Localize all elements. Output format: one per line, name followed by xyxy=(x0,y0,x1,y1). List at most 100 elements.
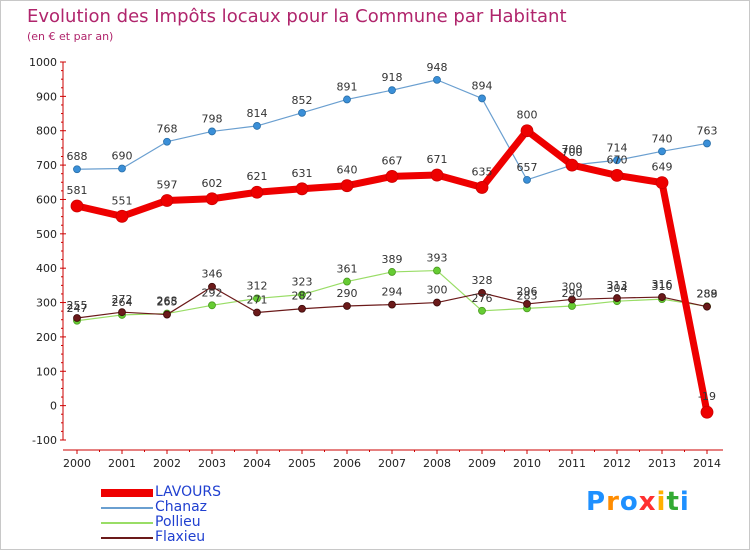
data-point-chanaz xyxy=(343,95,351,104)
data-point-flaxieu xyxy=(658,293,666,301)
x-tick-label: 2000 xyxy=(63,457,91,470)
data-label-flaxieu: 300 xyxy=(427,284,448,297)
data-label-chanaz: 798 xyxy=(202,112,223,125)
data-label-pollieu: 323 xyxy=(292,276,313,289)
y-tick-label: 400 xyxy=(36,262,57,275)
data-label-pollieu: 310 xyxy=(652,280,673,293)
data-label-pollieu: 264 xyxy=(112,296,133,309)
data-label-lavours: 551 xyxy=(112,194,133,207)
data-point-lavours xyxy=(295,182,309,196)
data-label-chanaz: 894 xyxy=(472,79,493,92)
data-point-flaxieu xyxy=(568,295,576,304)
data-point-chanaz xyxy=(703,139,711,148)
data-point-lavours xyxy=(610,168,624,182)
data-label-chanaz: 768 xyxy=(157,123,178,136)
data-point-flaxieu xyxy=(388,300,396,309)
data-label-pollieu: 312 xyxy=(247,279,268,292)
x-tick-label: 2009 xyxy=(468,457,496,470)
series-layer xyxy=(70,75,714,419)
data-point-pollieu xyxy=(208,301,216,310)
data-point-pollieu xyxy=(568,302,576,310)
data-label-chanaz: 918 xyxy=(382,71,403,84)
legend-label: Pollieu xyxy=(155,514,201,530)
x-tick-label: 2004 xyxy=(243,457,271,470)
data-label-pollieu: 289 xyxy=(697,287,718,300)
data-point-pollieu xyxy=(253,294,261,303)
legend-swatch xyxy=(101,521,153,524)
legend-item-chanaz: Chanaz xyxy=(101,500,321,515)
data-point-pollieu xyxy=(388,268,396,276)
data-label-pollieu: 393 xyxy=(427,252,448,265)
data-label-chanaz: 740 xyxy=(652,132,673,145)
data-label-flaxieu: 328 xyxy=(472,274,493,287)
legend-swatch xyxy=(101,506,153,509)
data-label-flaxieu: 282 xyxy=(292,290,313,303)
data-point-lavours xyxy=(160,194,174,207)
brand-logo: Proxiti xyxy=(586,487,690,517)
legend-swatch xyxy=(101,536,153,539)
data-label-lavours: 581 xyxy=(67,184,88,197)
legend-item-lavours: LAVOURS xyxy=(101,485,321,500)
data-point-flaxieu xyxy=(523,300,531,308)
data-label-pollieu: 389 xyxy=(382,253,403,266)
data-point-flaxieu xyxy=(613,294,621,302)
data-label-flaxieu: 309 xyxy=(562,280,583,293)
data-label-lavours: 597 xyxy=(157,178,178,191)
data-label-lavours: -19 xyxy=(698,390,716,403)
brand-letter: r xyxy=(606,487,620,517)
data-point-flaxieu xyxy=(118,308,126,317)
data-point-pollieu xyxy=(478,306,486,315)
data-label-flaxieu: 255 xyxy=(67,299,88,312)
x-tick-label: 2014 xyxy=(693,457,721,470)
data-point-pollieu xyxy=(433,266,441,275)
brand-letter: i xyxy=(679,487,690,517)
y-tick-label: 900 xyxy=(36,90,57,103)
data-label-flaxieu: 294 xyxy=(382,286,403,299)
x-tick-label: 2005 xyxy=(288,457,316,470)
data-label-chanaz: 763 xyxy=(697,124,718,137)
data-label-lavours: 800 xyxy=(517,109,538,122)
data-point-lavours xyxy=(385,170,399,183)
data-point-chanaz xyxy=(298,108,306,117)
y-tick-label: 700 xyxy=(36,159,57,172)
data-point-chanaz xyxy=(253,122,261,130)
y-tick-label: 600 xyxy=(36,193,57,206)
brand-letter: P xyxy=(586,487,607,517)
x-tick-label: 2010 xyxy=(513,457,541,470)
legend-item-pollieu: Pollieu xyxy=(101,515,321,530)
data-label-lavours: 671 xyxy=(427,153,448,166)
y-tick-label: 200 xyxy=(36,331,57,344)
y-tick-label: -100 xyxy=(32,434,57,447)
data-label-pollieu: 361 xyxy=(337,263,358,276)
data-point-chanaz xyxy=(433,75,441,84)
data-point-chanaz xyxy=(613,156,621,165)
data-label-lavours: 621 xyxy=(247,170,268,183)
data-point-flaxieu xyxy=(208,282,216,291)
y-tick-label: 0 xyxy=(50,400,57,413)
data-label-lavours: 700 xyxy=(562,143,583,156)
x-tick-label: 2003 xyxy=(198,457,226,470)
data-label-chanaz: 814 xyxy=(247,107,268,120)
data-point-lavours xyxy=(565,158,579,172)
data-label-flaxieu: 296 xyxy=(517,285,538,298)
data-label-pollieu: 292 xyxy=(202,286,223,299)
data-label-lavours: 667 xyxy=(382,154,403,167)
data-point-lavours xyxy=(340,179,354,193)
data-label-flaxieu: 271 xyxy=(247,294,268,307)
y-tick-label: 800 xyxy=(36,125,57,138)
brand-letter: i xyxy=(656,487,667,517)
brand-letter: o xyxy=(619,487,639,517)
data-label-lavours: 602 xyxy=(202,177,223,190)
y-tick-label: 1000 xyxy=(29,56,57,69)
data-point-lavours xyxy=(520,124,534,138)
data-label-chanaz: 852 xyxy=(292,94,313,107)
data-label-pollieu: 283 xyxy=(517,289,538,302)
data-point-lavours xyxy=(250,185,264,199)
data-point-lavours xyxy=(115,209,129,223)
chart-title: Evolution des Impôts locaux pour la Comm… xyxy=(27,6,567,27)
data-label-flaxieu: 288 xyxy=(697,288,718,301)
data-point-chanaz xyxy=(208,127,216,136)
data-label-flaxieu: 313 xyxy=(607,279,628,292)
data-point-pollieu xyxy=(298,290,306,299)
data-point-lavours xyxy=(655,176,669,190)
